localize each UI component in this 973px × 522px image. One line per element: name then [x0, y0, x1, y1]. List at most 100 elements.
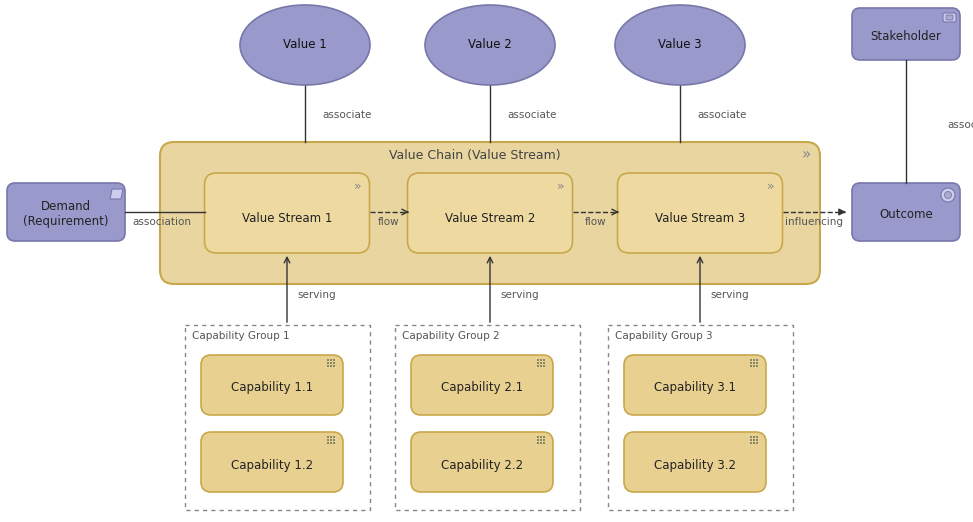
Text: flow: flow [378, 217, 400, 227]
Text: Value Chain (Value Stream): Value Chain (Value Stream) [389, 148, 560, 161]
Text: Capability 2.1: Capability 2.1 [441, 382, 523, 395]
Polygon shape [110, 189, 123, 199]
Bar [756, 442, 758, 444]
Text: Value 1: Value 1 [283, 39, 327, 52]
Bar [537, 439, 539, 441]
Text: Capability 1.2: Capability 1.2 [231, 458, 313, 471]
Text: Capability Group 2: Capability Group 2 [402, 331, 499, 341]
Text: Value Stream 1: Value Stream 1 [242, 212, 332, 226]
Text: Demand
(Requirement): Demand (Requirement) [23, 200, 109, 228]
Bar [540, 359, 542, 361]
Bar [330, 442, 332, 444]
Text: serving: serving [297, 290, 336, 300]
Text: Capability 3.1: Capability 3.1 [654, 382, 736, 395]
FancyBboxPatch shape [624, 432, 766, 492]
Bar [395, 325, 580, 510]
Bar [753, 365, 755, 367]
FancyBboxPatch shape [946, 15, 953, 20]
Bar [327, 359, 329, 361]
Bar [537, 442, 539, 444]
Bar [753, 362, 755, 364]
Bar [333, 362, 336, 364]
Bar [330, 359, 332, 361]
Text: associate: associate [507, 110, 557, 120]
Bar [537, 365, 539, 367]
Bar [756, 439, 758, 441]
Bar [333, 365, 336, 367]
Text: Capability Group 3: Capability Group 3 [615, 331, 712, 341]
Bar [185, 325, 370, 510]
Text: influencing: influencing [785, 217, 843, 227]
Text: Outcome: Outcome [880, 208, 933, 220]
FancyBboxPatch shape [201, 355, 343, 415]
Text: flow: flow [585, 217, 607, 227]
Bar [750, 442, 752, 444]
FancyBboxPatch shape [411, 355, 553, 415]
Bar [753, 359, 755, 361]
Text: associate: associate [947, 120, 973, 130]
Text: serving: serving [710, 290, 748, 300]
Text: association: association [132, 217, 192, 227]
Bar [543, 442, 545, 444]
Bar [750, 362, 752, 364]
Text: associate: associate [697, 110, 746, 120]
Text: »: » [802, 148, 811, 162]
Text: Stakeholder: Stakeholder [871, 30, 942, 42]
Text: Capability 3.2: Capability 3.2 [654, 458, 736, 471]
Bar [753, 442, 755, 444]
Bar [756, 362, 758, 364]
Bar [327, 362, 329, 364]
Bar [543, 436, 545, 438]
FancyBboxPatch shape [618, 173, 782, 253]
Bar [333, 359, 336, 361]
Ellipse shape [615, 5, 745, 85]
Text: Capability 2.2: Capability 2.2 [441, 458, 523, 471]
Bar [330, 365, 332, 367]
Bar [543, 359, 545, 361]
FancyBboxPatch shape [852, 8, 960, 60]
Bar [543, 365, 545, 367]
Circle shape [945, 192, 952, 198]
FancyBboxPatch shape [7, 183, 125, 241]
Circle shape [941, 188, 955, 202]
Bar [333, 436, 336, 438]
Bar [756, 436, 758, 438]
Bar [540, 365, 542, 367]
Bar [330, 436, 332, 438]
Bar [756, 359, 758, 361]
FancyBboxPatch shape [411, 432, 553, 492]
FancyBboxPatch shape [408, 173, 572, 253]
Text: »: » [354, 180, 361, 193]
Bar [608, 325, 793, 510]
FancyBboxPatch shape [201, 432, 343, 492]
Ellipse shape [240, 5, 370, 85]
Text: Capability Group 1: Capability Group 1 [192, 331, 290, 341]
Bar [327, 439, 329, 441]
Ellipse shape [425, 5, 555, 85]
Bar [543, 439, 545, 441]
Text: Capability 1.1: Capability 1.1 [231, 382, 313, 395]
FancyBboxPatch shape [624, 355, 766, 415]
Bar [540, 436, 542, 438]
Bar [327, 436, 329, 438]
Bar [333, 439, 336, 441]
Text: Value Stream 3: Value Stream 3 [655, 212, 745, 226]
FancyBboxPatch shape [943, 13, 956, 22]
Text: »: » [767, 180, 775, 193]
Bar [537, 436, 539, 438]
Bar [330, 362, 332, 364]
Bar [330, 439, 332, 441]
Bar [540, 439, 542, 441]
Bar [327, 442, 329, 444]
Bar [753, 436, 755, 438]
Bar [540, 442, 542, 444]
Bar [750, 365, 752, 367]
Bar [543, 362, 545, 364]
Bar [333, 442, 336, 444]
FancyBboxPatch shape [160, 142, 820, 284]
Text: »: » [557, 180, 564, 193]
Bar [750, 436, 752, 438]
Bar [537, 362, 539, 364]
FancyBboxPatch shape [852, 183, 960, 241]
Bar [750, 359, 752, 361]
